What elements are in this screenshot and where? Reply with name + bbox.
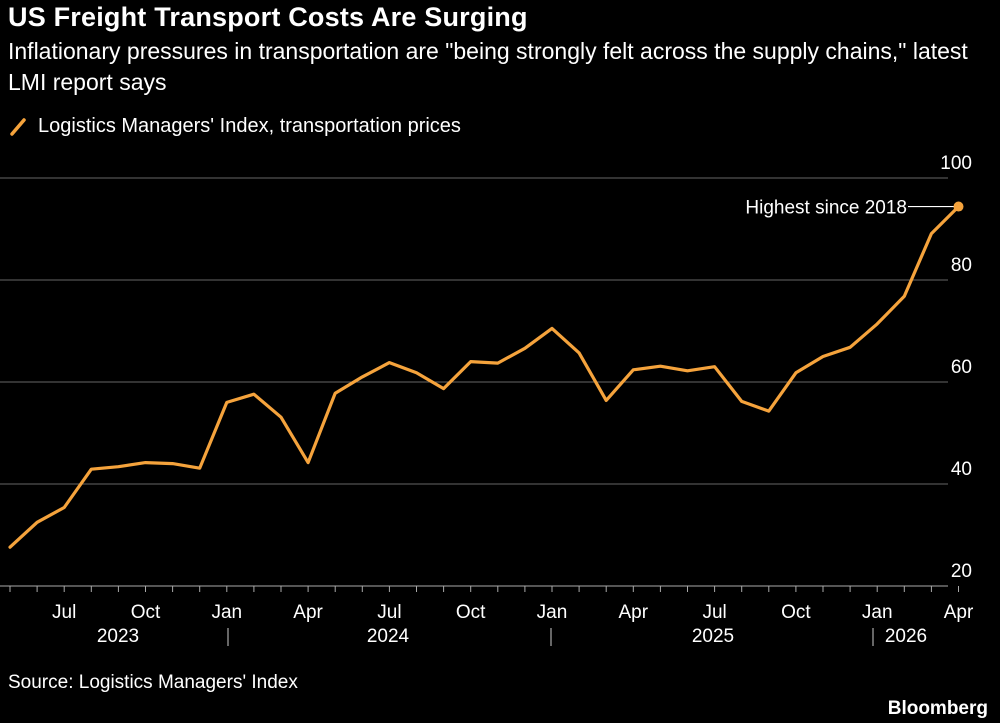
y-tick-label: 40 (951, 459, 972, 480)
year-label: 2024 (367, 626, 410, 647)
x-tick-label: Oct (131, 602, 161, 623)
x-tick-label: Apr (944, 602, 974, 623)
x-tick-label: Jan (537, 602, 568, 623)
y-tick-label: 100 (940, 153, 972, 174)
year-label: 2025 (692, 626, 734, 647)
legend-line-icon (10, 118, 26, 136)
x-tick-label: Jul (377, 602, 401, 623)
x-tick-label: Jan (211, 602, 242, 623)
x-tick-label: Apr (293, 602, 323, 623)
x-tick-label: Jul (702, 602, 726, 623)
x-tick-label: Apr (619, 602, 649, 623)
x-tick-label: Oct (781, 602, 811, 623)
chart-subtitle: Inflationary pressures in transportation… (8, 38, 968, 95)
annotation-label: Highest since 2018 (745, 198, 907, 219)
x-tick-label: Oct (456, 602, 486, 623)
legend: Logistics Managers' Index, transportatio… (8, 114, 461, 138)
y-tick-label: 80 (951, 255, 972, 276)
x-tick-label: Jan (862, 602, 893, 623)
x-tick-label: Jul (52, 602, 76, 623)
year-label: 2026 (885, 626, 927, 647)
source-note: Source: Logistics Managers' Index (8, 672, 298, 693)
y-tick-label: 20 (951, 561, 972, 582)
legend-label: Logistics Managers' Index, transportatio… (38, 114, 461, 137)
latest-point (953, 201, 964, 212)
year-label: 2023 (97, 626, 139, 647)
y-tick-label: 60 (951, 357, 972, 378)
bloomberg-logo: Bloomberg (887, 698, 988, 719)
chart-title: US Freight Transport Costs Are Surging (8, 2, 528, 32)
series-line (8, 205, 961, 549)
